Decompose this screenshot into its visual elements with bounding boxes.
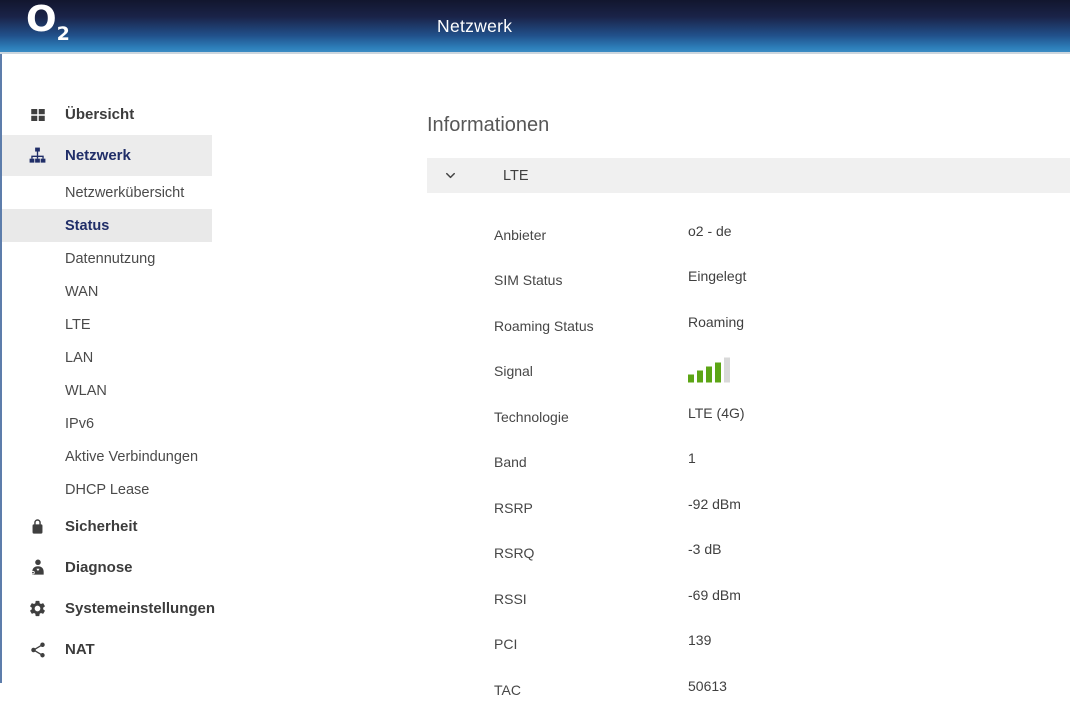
sidebar-item-netzwerkubersicht[interactable]: Netzwerkübersicht xyxy=(0,176,212,209)
info-row-value: LTE (4G) xyxy=(688,404,745,421)
sidebar-item-label: Sicherheit xyxy=(65,518,138,535)
sidebar-item-diagnose[interactable]: Diagnose xyxy=(0,547,212,588)
sidebar-item-label: Netzwerkübersicht xyxy=(65,184,185,201)
header-title: Netzwerk xyxy=(437,16,513,36)
sidebar-item-lte[interactable]: LTE xyxy=(0,308,212,341)
o2-logo: O2 xyxy=(26,2,70,44)
doctor-icon xyxy=(28,558,47,577)
page-left-border xyxy=(0,54,2,683)
sidebar-item-nat[interactable]: NAT xyxy=(0,629,212,670)
lock-icon xyxy=(28,517,47,536)
sidebar-item-datennutzung[interactable]: Datennutzung xyxy=(0,242,212,275)
info-row-anbieter: Anbieter o2 - de xyxy=(427,212,1070,258)
info-row-label: RSRQ xyxy=(494,545,535,562)
o2-logo-sub: 2 xyxy=(56,23,70,45)
info-row-label: Roaming Status xyxy=(494,317,594,334)
accordion-label: LTE xyxy=(503,167,529,184)
info-row-label: RSSI xyxy=(494,590,527,607)
info-row-technologie: Technologie LTE (4G) xyxy=(427,394,1070,440)
info-row-signal: Signal xyxy=(427,349,1070,395)
info-row-sim-status: SIM Status Eingelegt xyxy=(427,258,1070,304)
sidebar-item-ubersicht[interactable]: Übersicht xyxy=(0,94,212,135)
sidebar-item-aktive-verbindungen[interactable]: Aktive Verbindungen xyxy=(0,440,212,473)
sidebar-item-label: LAN xyxy=(65,349,94,366)
info-row-label: Band xyxy=(494,454,527,471)
app-header: O2 Netzwerk xyxy=(0,0,1070,54)
info-row-value: -3 dB xyxy=(688,541,722,558)
info-row-label: RSRP xyxy=(494,499,533,516)
sidebar-item-label: IPv6 xyxy=(65,415,95,432)
sidebar-item-systemeinstellungen[interactable]: Systemeinstellungen xyxy=(0,588,216,629)
sidebar-item-label: DHCP Lease xyxy=(65,481,150,498)
signal-bars-icon xyxy=(688,357,730,383)
sidebar-item-ipv6[interactable]: IPv6 xyxy=(0,407,212,440)
sidebar-item-label: LTE xyxy=(65,316,91,333)
sidebar: Übersicht Netzwerk Netzwerkübersicht Sta… xyxy=(0,54,216,683)
sidebar-item-wlan[interactable]: WLAN xyxy=(0,374,212,407)
info-row-label: Signal xyxy=(494,363,533,380)
info-row-label: Technologie xyxy=(494,408,569,425)
info-row-rsrq: RSRQ -3 dB xyxy=(427,531,1070,577)
sidebar-item-label: Aktive Verbindungen xyxy=(65,448,199,465)
sidebar-item-status[interactable]: Status xyxy=(0,209,212,242)
gear-icon xyxy=(28,599,47,618)
info-row-value: o2 - de xyxy=(688,222,732,239)
info-rows: Anbieter o2 - de SIM Status Eingelegt Ro… xyxy=(427,212,1070,713)
sidebar-item-netzwerk[interactable]: Netzwerk xyxy=(0,135,212,176)
sidebar-item-label: WAN xyxy=(65,283,99,300)
dashboard-icon xyxy=(28,105,47,124)
share-icon xyxy=(28,640,47,659)
sidebar-item-dhcp-lease[interactable]: DHCP Lease xyxy=(0,473,212,506)
lte-accordion-header[interactable]: LTE xyxy=(427,158,1070,193)
info-row-pci: PCI 139 xyxy=(427,622,1070,668)
info-row-value: -92 dBm xyxy=(688,495,741,512)
info-row-tac: TAC 50613 xyxy=(427,667,1070,713)
info-row-label: SIM Status xyxy=(494,272,563,289)
sidebar-item-label: NAT xyxy=(65,641,95,658)
info-row-rsrp: RSRP -92 dBm xyxy=(427,485,1070,531)
sidebar-item-label: Status xyxy=(65,217,110,234)
info-row-label: PCI xyxy=(494,636,518,653)
info-row-label: TAC xyxy=(494,681,521,698)
sidebar-item-label: WLAN xyxy=(65,382,107,399)
o2-logo-o: O xyxy=(26,0,57,40)
info-row-rssi: RSSI -69 dBm xyxy=(427,576,1070,622)
sidebar-item-lan[interactable]: LAN xyxy=(0,341,212,374)
sidebar-item-label: Diagnose xyxy=(65,559,133,576)
info-row-value: 1 xyxy=(688,450,696,467)
info-row-value: Eingelegt xyxy=(688,268,747,285)
page-title: Informationen xyxy=(427,114,550,136)
info-row-value: 139 xyxy=(688,632,712,649)
info-row-label: Anbieter xyxy=(494,226,547,243)
main-content: Informationen LTE Anbieter o2 - de SIM S… xyxy=(427,54,1070,698)
sidebar-item-wan[interactable]: WAN xyxy=(0,275,212,308)
sidebar-item-label: Systemeinstellungen xyxy=(65,600,216,617)
sidebar-item-label: Übersicht xyxy=(65,106,135,123)
info-row-value: 50613 xyxy=(688,677,727,694)
info-row-value: Roaming xyxy=(688,313,745,330)
sidebar-item-label: Datennutzung xyxy=(65,250,156,267)
info-row-roaming-status: Roaming Status Roaming xyxy=(427,303,1070,349)
info-row-band: Band 1 xyxy=(427,440,1070,486)
sidebar-item-label: Netzwerk xyxy=(65,147,131,164)
chevron-down-icon xyxy=(443,168,458,183)
info-row-value: -69 dBm xyxy=(688,586,741,603)
sidebar-item-sicherheit[interactable]: Sicherheit xyxy=(0,506,212,547)
sitemap-icon xyxy=(28,146,47,165)
